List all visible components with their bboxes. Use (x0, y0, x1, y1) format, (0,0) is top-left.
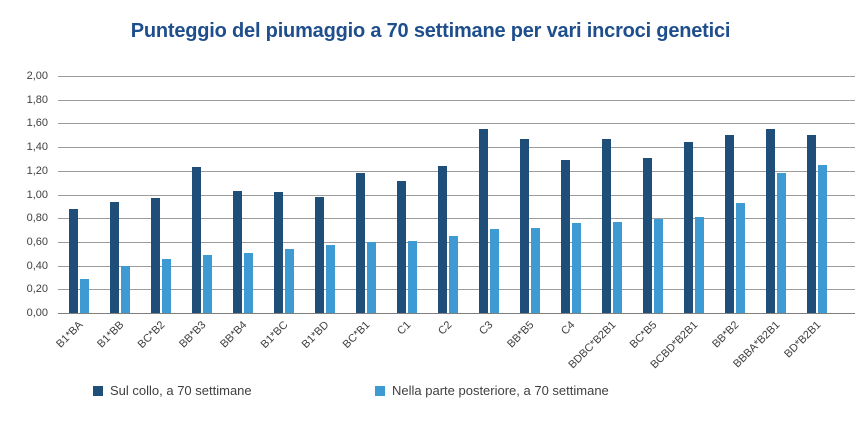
bar-nella-parte-posteriore (530, 227, 540, 313)
y-tick-label: 2,00 (26, 70, 48, 82)
bar-nella-parte-posteriore (407, 240, 417, 313)
bar-sul-collo (150, 198, 160, 313)
bar-sul-collo (232, 190, 242, 313)
x-axis-label: BCBD*B2B1 (647, 319, 700, 372)
y-tick-label: 0,80 (26, 212, 48, 225)
bar-group (632, 76, 673, 313)
bar-sul-collo (68, 208, 78, 313)
bar-nella-parte-posteriore (448, 235, 458, 313)
bar-sul-collo (519, 138, 529, 313)
bar-nella-parte-posteriore (776, 173, 786, 313)
gridline (58, 194, 855, 196)
bar-group (468, 76, 509, 313)
bar-nella-parte-posteriore (202, 254, 212, 313)
legend-item-nella-parte-posteriore: Nella parte posteriore, a 70 settimane (375, 383, 609, 398)
bar-group (140, 76, 181, 313)
bar-group (591, 76, 632, 313)
gridline (58, 313, 855, 314)
legend-item-sul-collo: Sul collo, a 70 settimane (93, 383, 252, 398)
bar-nella-parte-posteriore (653, 219, 663, 313)
gridline (58, 170, 855, 172)
legend-label: Nella parte posteriore, a 70 settimane (392, 383, 609, 398)
bar-group (386, 76, 427, 313)
plot-area (58, 76, 855, 314)
bar-group (755, 76, 796, 313)
x-axis-label: B1*BA (53, 319, 85, 351)
bar-sul-collo (355, 173, 365, 313)
bar-nella-parte-posteriore (817, 164, 827, 313)
bar-group (99, 76, 140, 313)
gridline (58, 147, 855, 149)
legend-swatch-light-blue (375, 385, 385, 396)
bar-group (222, 76, 263, 313)
bar-nella-parte-posteriore (694, 217, 704, 313)
bar-group (714, 76, 755, 313)
bar-sul-collo (478, 129, 488, 313)
bar-sul-collo (109, 201, 119, 313)
legend-label: Sul collo, a 70 settimane (110, 383, 252, 398)
gridline (58, 123, 855, 125)
y-tick-label: 1,20 (26, 164, 48, 177)
y-tick-label: 0,00 (26, 307, 48, 319)
bar-group (796, 76, 837, 313)
bar-sul-collo (642, 157, 652, 313)
bar-nella-parte-posteriore (571, 222, 581, 313)
y-tick-label: 1,40 (26, 141, 48, 154)
y-tick-label: 0,60 (26, 235, 48, 248)
bar-sul-collo (396, 181, 406, 313)
bar-nella-parte-posteriore (735, 202, 745, 313)
bar-group (304, 76, 345, 313)
x-axis-label: BBBA*B2B1 (730, 319, 782, 371)
x-axis-label: BC*B1 (340, 319, 372, 351)
bar-group (345, 76, 386, 313)
bar-group (263, 76, 304, 313)
bar-nella-parte-posteriore (489, 228, 499, 313)
bar-nella-parte-posteriore (161, 258, 171, 313)
bar-group (509, 76, 550, 313)
bar-group (58, 76, 99, 313)
bar-group (181, 76, 222, 313)
bar-sul-collo (601, 138, 611, 313)
bar-sul-collo (683, 142, 693, 313)
gridline (58, 218, 855, 220)
y-tick-label: 1,60 (26, 117, 48, 130)
legend-swatch-dark-blue (93, 385, 103, 396)
y-tick-label: 1,80 (26, 93, 48, 106)
bar-sul-collo (724, 135, 734, 313)
x-axis-label: B1*BD (299, 319, 331, 351)
bar-nella-parte-posteriore (612, 221, 622, 313)
bar-nella-parte-posteriore (366, 241, 376, 313)
bar-group (673, 76, 714, 313)
y-tick-label: 0,40 (26, 259, 48, 272)
bar-nella-parte-posteriore (284, 249, 294, 313)
bar-nella-parte-posteriore (120, 265, 130, 313)
x-axis-label: BD*B2B1 (781, 319, 823, 361)
bar-sul-collo (314, 196, 324, 313)
bar-sul-collo (560, 160, 570, 313)
y-tick-label: 0,20 (26, 283, 48, 296)
bar-group (427, 76, 468, 313)
bar-sul-collo (765, 129, 775, 313)
y-tick-label: 1,00 (26, 188, 48, 201)
bar-sul-collo (437, 166, 447, 313)
bar-nella-parte-posteriore (79, 278, 89, 313)
bar-sul-collo (806, 135, 816, 313)
gridline (58, 76, 855, 77)
bar-nella-parte-posteriore (325, 245, 335, 313)
bar-group (550, 76, 591, 313)
gridline (58, 99, 855, 101)
bar-nella-parte-posteriore (243, 252, 253, 313)
bar-sul-collo (191, 167, 201, 313)
chart-title: Punteggio del piumaggio a 70 settimane p… (130, 20, 731, 42)
bar-sul-collo (273, 192, 283, 313)
x-axis-label: BB*B2 (709, 319, 741, 351)
